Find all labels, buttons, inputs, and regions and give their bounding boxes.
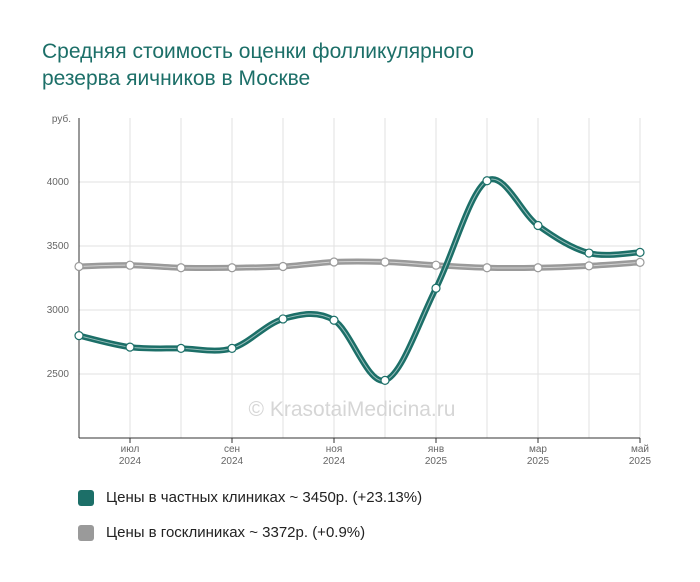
y-tick-label: 3000 [47,305,70,316]
y-tick-label: 3500 [47,241,70,252]
data-point [227,263,237,273]
data-point [278,261,288,272]
y-unit-label: руб. [52,113,71,125]
x-tick-month: сен [224,444,240,455]
legend-item-public[interactable]: Цены в госклиниках ~ 3372р. (+0.9%) [78,524,365,541]
data-point [584,248,594,258]
data-point [329,257,339,267]
data-point [482,263,492,273]
y-tick-label: 2500 [47,369,70,380]
legend-swatch-private [78,489,94,506]
data-point [533,263,543,273]
chart-title: Средняя стоимость оценки фолликулярного … [42,38,662,92]
data-point [431,283,441,293]
data-point [176,263,186,273]
series-layer [74,176,645,385]
series-line-0 [76,176,643,384]
data-point [74,261,84,272]
grid-lines [79,118,641,438]
legend-label-private: Цены в частных клиниках ~ 3450р. (+23.13… [106,489,423,506]
x-tick-year: 2025 [425,456,448,467]
data-point [176,343,186,353]
x-tick-month: янв [428,444,444,455]
y-tick-label: 4000 [47,177,70,188]
x-tick-month: мар [529,444,547,455]
x-tick-month: ноя [326,444,343,455]
data-point [329,315,339,325]
data-point [125,260,135,270]
data-point [278,314,288,324]
data-point [380,257,390,267]
x-tick-month: май [631,444,649,455]
chart-title-line-2: резерва яичников в Москве [42,67,311,90]
data-point [635,247,645,257]
data-point [584,261,594,271]
x-tick-year: 2024 [221,456,244,467]
legend-label-public: Цены в госклиниках ~ 3372р. (+0.9%) [106,524,366,541]
x-tick-year: 2025 [527,456,550,467]
line-chart: 2500300035004000руб.июл2024сен2024ноя202… [47,113,652,467]
data-point [227,343,237,353]
data-point [125,342,135,352]
x-tick-year: 2024 [323,456,346,467]
x-tick-month: июл [121,444,140,455]
data-point [533,220,543,231]
legend-swatch-public [78,524,94,541]
data-point [380,375,390,385]
chart-title-line-1: Средняя стоимость оценки фолликулярного [42,40,474,63]
data-point [74,331,84,341]
data-point [482,176,492,186]
axes: 2500300035004000руб.июл2024сен2024ноя202… [47,113,652,467]
data-point [635,257,645,267]
x-tick-year: 2025 [629,456,652,467]
x-tick-year: 2024 [119,456,142,467]
data-point [431,260,441,270]
legend-item-private[interactable]: Цены в частных клиниках ~ 3450р. (+23.13… [78,489,422,506]
watermark-text: © KrasotaiMedicina.ru [249,398,456,421]
